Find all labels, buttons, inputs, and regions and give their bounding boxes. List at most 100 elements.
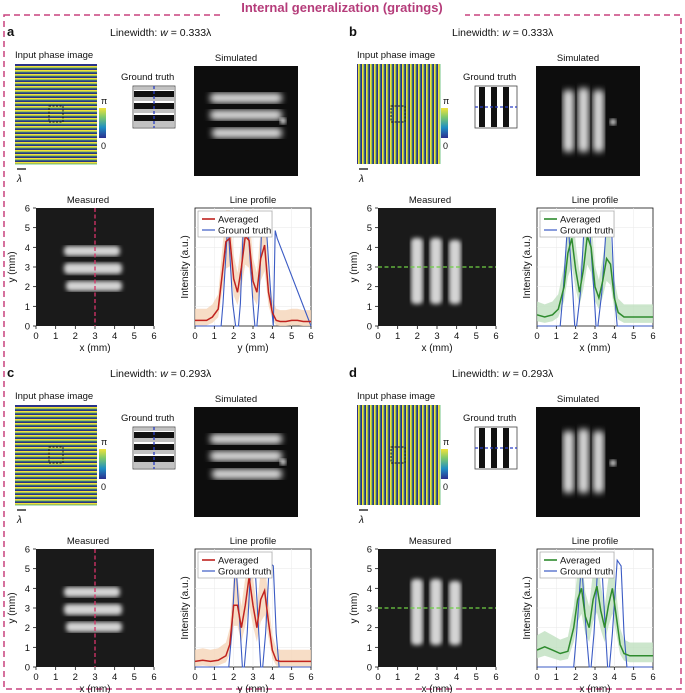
phase-stripe: [15, 491, 97, 493]
phase-stripe: [15, 415, 97, 417]
x-tick-label: 3: [92, 331, 97, 342]
x-tick-label: 4: [454, 672, 459, 683]
profile-x-tick-label: 0: [192, 672, 197, 683]
gt-gray-stripe: [134, 121, 174, 128]
x-tick-label: 1: [395, 672, 400, 683]
y-axis-label: y (mm): [7, 251, 18, 282]
phase-stripe: [15, 106, 97, 108]
phase-stripe: [427, 64, 429, 164]
phase-stripe: [15, 408, 97, 410]
phase-stripe: [419, 405, 421, 505]
phase-stripe: [358, 64, 360, 164]
sim-speckle: [280, 118, 286, 124]
phase-stripe: [435, 64, 437, 164]
phase-stripe: [430, 405, 432, 505]
meas-bright-band: [64, 587, 120, 597]
sim-bright-band: [210, 434, 282, 444]
sim-bright-band: [563, 90, 574, 152]
profile-x-tick-label: 2: [573, 672, 578, 683]
linewidth-value: = 0.293λ: [168, 368, 212, 380]
phase-stripe: [15, 488, 97, 490]
profile-x-tick-label: 5: [289, 331, 294, 342]
input-phase-label: Input phase image: [15, 391, 93, 402]
profile-x-axis-label: y (mm): [237, 343, 268, 354]
phase-stripe: [426, 405, 428, 505]
x-tick-label: 5: [132, 672, 137, 683]
profile-x-tick-label: 3: [592, 331, 597, 342]
phase-stripe: [358, 405, 360, 505]
y-tick-label: 0: [25, 663, 30, 674]
meas-bright-band: [411, 579, 423, 645]
measured-label: Measured: [409, 195, 451, 206]
meas-bright-band: [430, 238, 442, 304]
phase-stripe: [383, 64, 385, 164]
phase-stripe: [415, 405, 417, 505]
phase-stripe: [15, 155, 97, 157]
panel-b: b Linewidth: w = 0.333λ Input phase image λ…: [349, 24, 656, 354]
averaged-series-line: [536, 585, 653, 657]
profile-x-axis-label: x (mm): [579, 343, 610, 354]
profile-x-tick-label: 5: [631, 331, 636, 342]
figure-frame: [3, 14, 682, 690]
phase-stripe: [370, 405, 372, 505]
phase-stripe: [15, 122, 97, 124]
phase-stripe: [15, 86, 97, 88]
colorbar-max-label: π: [443, 96, 449, 106]
sim-bright-band: [212, 469, 282, 479]
phase-stripe: [434, 64, 436, 164]
phase-stripe: [395, 64, 397, 164]
phase-stripe: [15, 74, 97, 76]
simulated-image: [194, 66, 298, 176]
measured-label: Measured: [67, 195, 109, 206]
profile-x-tick-label: 1: [554, 672, 559, 683]
phase-stripe: [399, 405, 401, 505]
panel-letter: d: [349, 365, 357, 380]
input-phase-label: Input phase image: [357, 391, 435, 402]
profile-x-tick-label: 3: [250, 331, 255, 342]
phase-stripe: [15, 142, 97, 144]
x-tick-label: 0: [33, 672, 38, 683]
profile-y-axis-label: Intensity (a.u.): [522, 576, 533, 639]
phase-stripe: [15, 463, 97, 465]
panel-letter: c: [7, 365, 14, 380]
legend-ground-truth-label: Ground truth: [218, 567, 271, 578]
y-tick-label: 1: [367, 643, 372, 654]
y-tick-label: 4: [367, 584, 372, 595]
x-tick-label: 2: [415, 672, 420, 683]
y-tick-label: 4: [25, 243, 30, 254]
y-tick-label: 2: [367, 282, 372, 293]
x-tick-label: 4: [112, 672, 117, 683]
phase-stripe: [406, 64, 408, 164]
x-tick-label: 6: [493, 331, 498, 342]
phase-stripe: [15, 78, 97, 80]
x-tick-label: 6: [493, 672, 498, 683]
linewidth-value: = 0.293λ: [510, 368, 554, 380]
phase-stripe: [15, 107, 97, 109]
phase-stripe: [15, 435, 97, 437]
ground-truth-label: Ground truth: [121, 413, 174, 424]
meas-bright-band: [66, 622, 122, 632]
panel-d: d Linewidth: w = 0.293λ Input phase image λ…: [349, 365, 656, 693]
phase-stripe: [395, 405, 397, 505]
y-axis-label: y (mm): [349, 251, 360, 282]
zoom-box: [390, 105, 406, 123]
phase-stripe: [363, 64, 365, 164]
phase-stripe: [414, 405, 416, 505]
measured-image: [36, 208, 154, 326]
phase-stripe: [15, 467, 97, 469]
colorbar: [99, 108, 106, 138]
phase-stripe: [15, 82, 97, 84]
ground-truth-label: Ground truth: [121, 72, 174, 83]
y-tick-label: 5: [367, 223, 372, 234]
y-tick-label: 6: [367, 545, 372, 556]
phase-stripe: [15, 427, 97, 429]
panel-c: c Linewidth: w = 0.293λ Input phase image λ…: [7, 365, 314, 693]
x-tick-label: 3: [434, 672, 439, 683]
wavelength-label: λ: [16, 174, 22, 185]
sim-speckle: [610, 119, 616, 125]
profile-x-tick-label: 4: [612, 672, 617, 683]
panel-a: a Linewidth: w = 0.333λ Input phase image λ…: [7, 24, 314, 354]
phase-stripe: [15, 428, 97, 430]
